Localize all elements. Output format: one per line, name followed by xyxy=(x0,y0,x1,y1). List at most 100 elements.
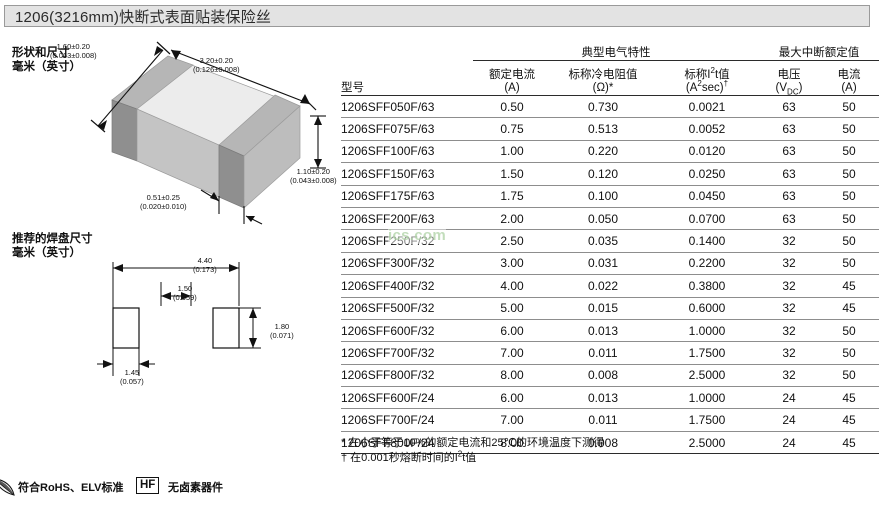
col-header-amps-l2: (A) xyxy=(841,82,857,94)
cell-i2t: 0.0450 xyxy=(655,185,759,208)
group-header-spacer xyxy=(341,44,473,61)
table-body: 1206SFF050F/63 0.50 0.730 0.0021 63 50 1206SFF… xyxy=(341,95,879,455)
shape-caption-line2: 毫米（英寸） xyxy=(12,61,81,73)
cell-resistance: 0.013 xyxy=(551,319,655,343)
cell-current: 6.00 xyxy=(473,386,551,410)
pad-height-mm: 1.80 xyxy=(274,322,290,331)
cell-i2t: 0.0250 xyxy=(655,162,759,186)
table-row: 1206SFF500F/32 5.00 0.015 0.6000 32 45 xyxy=(341,297,879,320)
cell-model: 1206SFF700F/32 xyxy=(341,341,473,365)
cell-i2t: 1.7500 xyxy=(655,341,759,365)
cell-voltage: 63 xyxy=(759,207,819,231)
cell-model: 1206SFF800F/32 xyxy=(341,364,473,388)
shape-dimensions-caption: 形状和尺寸 毫米（英寸） xyxy=(12,46,81,74)
dim-label-termination: 0.51±0.25 (0.020±0.010) xyxy=(140,193,187,211)
pad-gap-mm: 1.50 xyxy=(177,284,193,293)
cell-resistance: 0.050 xyxy=(551,207,655,231)
halogen-free-label: 无卤素器件 xyxy=(168,482,223,494)
cell-voltage: 24 xyxy=(759,386,819,410)
drawings-panel: 形状和尺寸 毫米（英寸） xyxy=(0,32,340,496)
cell-amps: 50 xyxy=(819,140,879,164)
cell-model: 1206SFF600F/24 xyxy=(341,386,473,410)
cell-current: 4.00 xyxy=(473,274,551,298)
page-title: 1206(3216mm)快断式表面贴装保险丝 xyxy=(15,8,272,26)
group-header-interrupt: 最大中断额定值 xyxy=(759,44,879,61)
cell-model: 1206SFF175F/63 xyxy=(341,185,473,208)
cell-amps: 50 xyxy=(819,95,879,119)
halogen-free-badge: HF xyxy=(136,477,160,494)
table-row: 1206SFF400F/32 4.00 0.022 0.3800 32 45 xyxy=(341,274,879,298)
table-row: 1206SFF600F/24 6.00 0.013 1.0000 24 45 xyxy=(341,386,879,410)
dim-width-mm: 1.60±0.20 xyxy=(56,42,90,51)
cell-resistance: 0.008 xyxy=(551,431,655,455)
solder-pad-drawing xyxy=(97,262,261,376)
cell-resistance: 0.120 xyxy=(551,162,655,186)
pad-caption-line2: 毫米（英寸） xyxy=(12,247,81,259)
table-row: 1206SFF300F/32 3.00 0.031 0.2200 32 50 xyxy=(341,252,879,276)
col-header-resistance-l2: (Ω)* xyxy=(592,82,614,94)
pad-overall-mm: 4.40 xyxy=(197,256,213,265)
cell-current: 5.00 xyxy=(473,297,551,320)
cell-voltage: 63 xyxy=(759,95,819,119)
cell-resistance: 0.013 xyxy=(551,386,655,410)
cell-i2t: 1.0000 xyxy=(655,319,759,343)
cell-model: 1206SFF050F/63 xyxy=(341,95,473,119)
cell-resistance: 0.011 xyxy=(551,408,655,432)
col-header-voltage-l1: 电压 xyxy=(777,69,801,81)
cell-voltage: 32 xyxy=(759,274,819,298)
table-row: 1206SFF200F/63 2.00 0.050 0.0700 63 50 xyxy=(341,207,879,231)
cell-i2t: 2.5000 xyxy=(655,431,759,455)
cell-amps: 50 xyxy=(819,185,879,208)
dim-label-length: 3.20±0.20 (0.126±0.008) xyxy=(193,56,240,74)
cell-voltage: 32 xyxy=(759,297,819,320)
cell-current: 6.00 xyxy=(473,319,551,343)
col-header-amps: 电流 (A) xyxy=(819,60,879,96)
cell-current: 2.50 xyxy=(473,229,551,253)
table-row: 1206SFF600F/32 6.00 0.013 1.0000 32 50 xyxy=(341,319,879,343)
rohs-leaf-icon xyxy=(0,479,15,496)
cell-current: 1.50 xyxy=(473,162,551,186)
cell-i2t: 1.0000 xyxy=(655,386,759,410)
col-header-voltage: 电压 (VDC) xyxy=(759,60,819,97)
table-row: 1206SFF800F/24 8.00 0.008 2.5000 24 45 xyxy=(341,431,879,455)
col-header-voltage-l2: (VDC) xyxy=(775,82,803,97)
col-header-resistance-l1: 标称冷电阻值 xyxy=(568,69,638,81)
dim-label-pad-gap: 1.50 (0.059) xyxy=(173,284,197,302)
pad-dimensions-caption: 推荐的焊盘尺寸 毫米（英寸） xyxy=(12,232,93,260)
col-header-current-l2: (A) xyxy=(504,82,520,94)
table-row: 1206SFF150F/63 1.50 0.120 0.0250 63 50 xyxy=(341,162,879,186)
cell-model: 1206SFF300F/32 xyxy=(341,252,473,276)
cell-voltage: 24 xyxy=(759,408,819,432)
cell-model: 1206SFF100F/63 xyxy=(341,140,473,164)
cell-amps: 50 xyxy=(819,229,879,253)
cell-voltage: 63 xyxy=(759,162,819,186)
pad-caption-line1: 推荐的焊盘尺寸 xyxy=(12,233,93,245)
compliance-marks: 符合RoHS、ELV标准 HF 无卤素器件 xyxy=(0,475,340,505)
table-row: 1206SFF700F/24 7.00 0.011 1.7500 24 45 xyxy=(341,408,879,432)
table-row: 1206SFF175F/63 1.75 0.100 0.0450 63 50 xyxy=(341,185,879,208)
cell-i2t: 0.0021 xyxy=(655,95,759,119)
table-header-row: 型号 额定电流 (A) 标称冷电阻值 (Ω)* 标称I2t值 (A2sec)† … xyxy=(341,60,879,97)
cell-resistance: 0.015 xyxy=(551,297,655,320)
cell-i2t: 1.7500 xyxy=(655,408,759,432)
cell-resistance: 0.220 xyxy=(551,140,655,164)
table-group-header-row: 典型电气特性 最大中断额定值 xyxy=(341,44,879,61)
specifications-table: 典型电气特性 最大中断额定值 型号 额定电流 (A) 标称冷电阻值 (Ω)* 标… xyxy=(341,44,879,455)
dim-term-mm: 0.51±0.25 xyxy=(146,193,180,202)
cell-amps: 50 xyxy=(819,341,879,365)
dim-width-inch: (0.063±0.008) xyxy=(50,51,97,60)
cell-i2t: 0.3800 xyxy=(655,274,759,298)
col-header-model-label: 型号 xyxy=(341,82,364,94)
col-header-i2t-l2: (A2sec)† xyxy=(685,79,729,94)
footnote-asterisk: * 在小于等于10%的额定电流和25℃的环境温度下测得 xyxy=(341,437,604,449)
cell-resistance: 0.022 xyxy=(551,274,655,298)
shape-caption-line1: 形状和尺寸 xyxy=(12,47,70,59)
cell-amps: 45 xyxy=(819,431,879,455)
cell-current: 7.00 xyxy=(473,341,551,365)
cell-voltage: 32 xyxy=(759,319,819,343)
cell-voltage: 63 xyxy=(759,140,819,164)
cell-amps: 45 xyxy=(819,386,879,410)
cell-model: 1206SFF150F/63 xyxy=(341,162,473,186)
cell-resistance: 0.730 xyxy=(551,95,655,119)
col-header-i2t-l1: 标称I2t值 xyxy=(684,66,730,81)
